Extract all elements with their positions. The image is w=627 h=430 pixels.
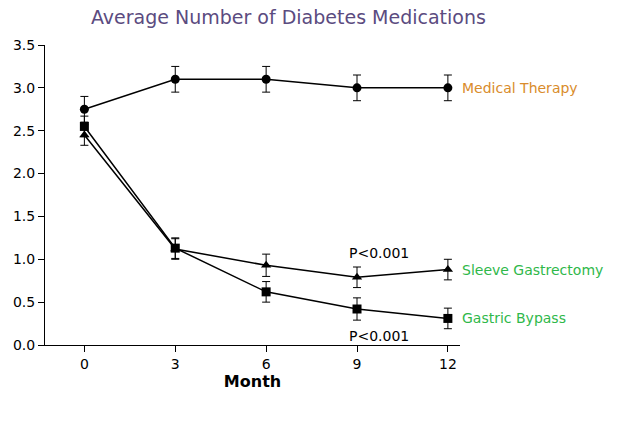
svg-text:2.5: 2.5: [13, 123, 35, 139]
svg-text:3.0: 3.0: [13, 80, 35, 96]
svg-text:Medical Therapy: Medical Therapy: [462, 80, 578, 96]
svg-text:2.0: 2.0: [13, 165, 35, 181]
svg-text:P<0.001: P<0.001: [349, 328, 409, 344]
svg-text:9: 9: [353, 356, 362, 372]
svg-text:0.5: 0.5: [13, 294, 35, 310]
svg-text:3.5: 3.5: [13, 37, 35, 53]
svg-text:Average Number of Diabetes Med: Average Number of Diabetes Medications: [91, 6, 486, 28]
svg-text:Month: Month: [224, 372, 281, 391]
svg-text:1.5: 1.5: [13, 208, 35, 224]
svg-text:3: 3: [171, 356, 180, 372]
svg-text:6: 6: [262, 356, 271, 372]
svg-text:P<0.001: P<0.001: [349, 245, 409, 261]
svg-text:0: 0: [80, 356, 89, 372]
svg-text:Gastric Bypass: Gastric Bypass: [462, 310, 566, 326]
svg-text:0.0: 0.0: [13, 337, 35, 353]
svg-text:Sleeve Gastrectomy: Sleeve Gastrectomy: [462, 262, 603, 278]
svg-text:12: 12: [439, 356, 457, 372]
svg-text:1.0: 1.0: [13, 251, 35, 267]
